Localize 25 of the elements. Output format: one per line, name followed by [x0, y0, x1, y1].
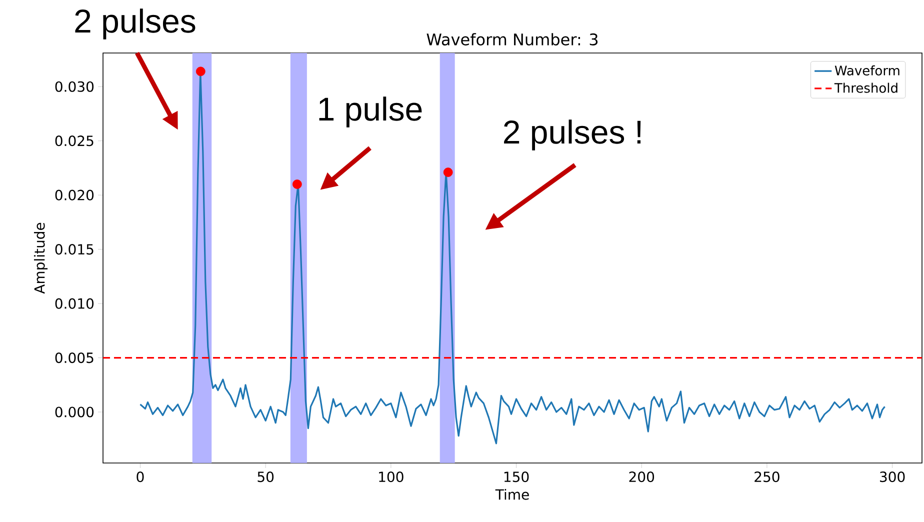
chart-title: Waveform Number: 3 — [426, 33, 598, 46]
point — [443, 168, 453, 178]
point — [196, 66, 206, 76]
annotation: 2 pulses ! — [504, 120, 641, 150]
y-tick-label: 0.015 — [55, 244, 94, 255]
x-tick-label: 300 — [880, 472, 905, 482]
legend-label: Threshold — [834, 82, 898, 93]
x-tick-label: 0 — [136, 472, 144, 482]
point — [292, 180, 302, 189]
y-tick-label: 0.005 — [55, 352, 94, 364]
y-tick-label: 0.025 — [55, 136, 94, 146]
y-tick-label: 0.000 — [55, 406, 94, 418]
x-tick-label: 250 — [754, 472, 780, 482]
x-tick-label: 100 — [379, 472, 404, 482]
x-tick-label: 200 — [629, 472, 654, 482]
annotation: 1 pulse — [319, 96, 422, 128]
x-tick-label: 150 — [504, 472, 529, 482]
y-tick-label: 0.030 — [55, 81, 94, 92]
x-tick-label: 50 — [258, 472, 274, 482]
x-axis-title: Time — [495, 488, 529, 500]
y-axis-title: Amplitude — [34, 222, 48, 294]
y-tick-label: 0.010 — [55, 298, 94, 309]
y-tick-label: 0.020 — [55, 190, 94, 200]
text: 2 pulses — [75, 8, 196, 40]
legend-label: Waveform — [834, 65, 900, 76]
